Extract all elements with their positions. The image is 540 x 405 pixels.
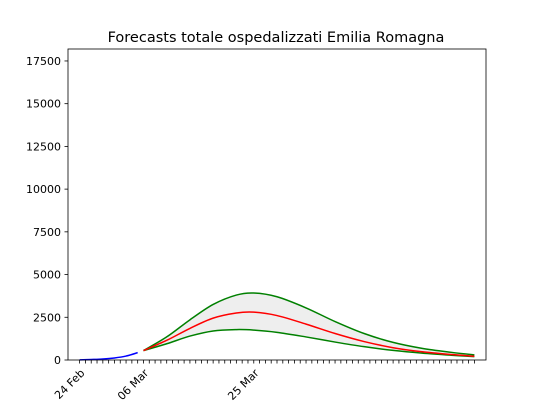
y-tick-label: 7500 [33, 226, 61, 239]
y-tick-label: 15000 [26, 98, 61, 111]
y-tick-label: 10000 [26, 183, 61, 196]
series-line-forecast-upper [143, 292, 475, 356]
y-tick-label: 5000 [33, 269, 61, 282]
y-tick-label: 0 [54, 354, 61, 367]
y-tick-label: 2500 [33, 311, 61, 324]
series-line-forecast-lower [143, 328, 475, 358]
series-line-observed [79, 351, 138, 361]
y-tick-label: 12500 [26, 140, 61, 153]
series-line-forecast-central [143, 311, 475, 357]
chart-title: Forecasts totale ospedalizzati Emilia Ro… [108, 30, 445, 46]
series-layer [79, 292, 475, 361]
y-tick-label: 17500 [26, 55, 61, 68]
